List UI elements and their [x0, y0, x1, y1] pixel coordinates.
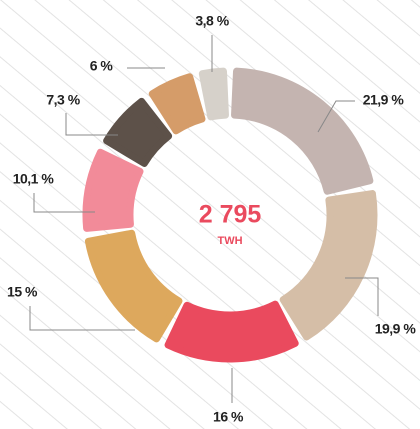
leader-line: [317, 100, 355, 133]
donut-segment: [84, 229, 183, 343]
donut-segment: [279, 190, 378, 341]
leader-line: [345, 277, 379, 316]
donut-segment: [103, 97, 173, 167]
donut-segment: [148, 73, 206, 135]
data-label: 6 %: [90, 58, 114, 74]
donut-segment: [198, 67, 229, 121]
data-label: 7,3 %: [46, 92, 80, 108]
leader-line: [33, 193, 95, 213]
center-unit: TWH: [217, 235, 242, 247]
data-label: 16 %: [213, 409, 244, 425]
data-label: 3,8 %: [195, 13, 229, 29]
center-total: 2 795: [199, 201, 262, 229]
donut-segment: [164, 300, 299, 363]
data-label: 19,9 %: [375, 321, 417, 337]
data-label: 10,1 %: [13, 171, 55, 187]
data-label: 21,9 %: [363, 92, 405, 108]
leader-line: [65, 113, 118, 136]
donut-segment: [231, 67, 374, 195]
leader-line: [29, 306, 135, 331]
donut-segment: [82, 148, 144, 232]
data-label: 15 %: [7, 284, 38, 300]
